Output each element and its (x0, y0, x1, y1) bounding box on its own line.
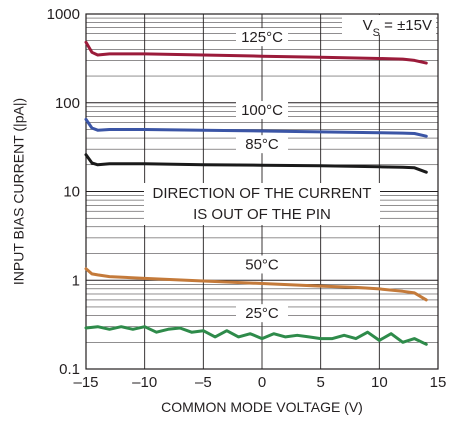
series-label: 125°C (241, 29, 283, 46)
condition-label-bg (342, 15, 436, 35)
x-tick-label: 10 (371, 374, 388, 391)
y-tick-label: 10 (63, 184, 80, 201)
x-tick-label: 5 (316, 374, 324, 391)
y-tick-label: 100 (55, 95, 80, 112)
series-labels: 125°C 100°C 85°C 50°C 25°C (236, 28, 288, 323)
tick-labels: 0.1 1 10 100 1000 –15 –10 –5 0 5 10 15 (47, 6, 447, 391)
series-label: 25°C (245, 305, 279, 322)
series-label-bg (236, 255, 288, 274)
y-axis-title: INPUT BIAS CURRENT (|pA|) (11, 98, 27, 285)
series-label: 85°C (245, 136, 279, 153)
series-label-bg (236, 135, 288, 154)
x-tick-label: 15 (430, 374, 447, 391)
note-line-2: IS OUT OF THE PIN (193, 206, 331, 223)
series-line (84, 40, 428, 65)
series-label-bg (236, 101, 288, 120)
series-lines (84, 40, 428, 346)
y-tick-label: 0.1 (59, 361, 80, 378)
series-line (84, 153, 428, 174)
x-tick-label: 0 (258, 374, 266, 391)
x-tick-label: –10 (132, 374, 157, 391)
series-label-bg (236, 304, 288, 323)
condition-label: VS = ±15V (363, 17, 432, 39)
note-bg (144, 183, 380, 225)
series-label-bg (236, 28, 288, 47)
x-axis-title: COMMON MODE VOLTAGE (V) (161, 399, 363, 415)
x-tick-label: –5 (195, 374, 212, 391)
note-line-1: DIRECTION OF THE CURRENT (153, 185, 372, 202)
series-line (84, 325, 428, 346)
series-line (84, 117, 428, 138)
series-label: 50°C (245, 256, 279, 273)
series-line (84, 267, 428, 302)
plot-frame (85, 13, 439, 370)
x-tick-label: –15 (73, 374, 98, 391)
series-label: 100°C (241, 102, 283, 119)
y-tick-label: 1000 (47, 6, 80, 23)
y-tick-label: 1 (72, 272, 80, 289)
